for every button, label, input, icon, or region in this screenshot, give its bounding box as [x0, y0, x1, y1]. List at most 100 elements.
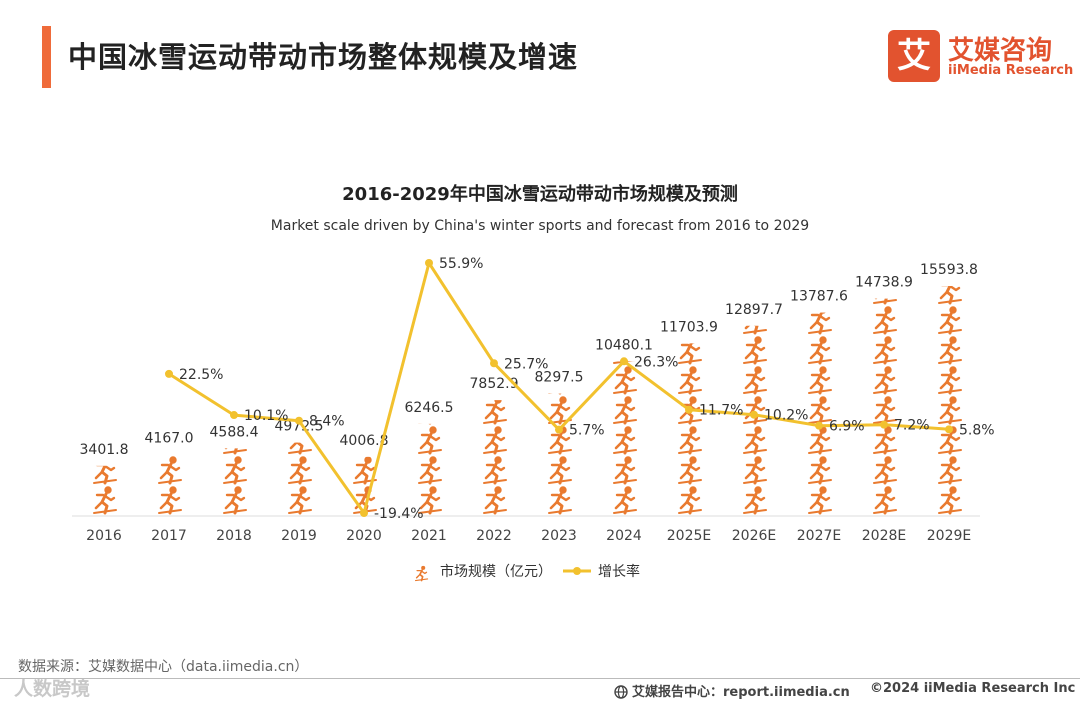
growth-label-2028E: 7.2% — [894, 418, 930, 434]
skier-icon — [612, 365, 638, 395]
growth-line-layer: 22.5%10.1% 8.4%-19.4%55.9%25.7%5.7%26.3%1… — [165, 256, 995, 522]
bar-2029E — [937, 286, 963, 515]
skier-icon — [612, 395, 638, 425]
skier-icon — [807, 335, 833, 365]
growth-point-2024 — [620, 357, 628, 366]
x-tick-2018: 2018 — [216, 528, 252, 544]
footer-report-center: 艾媒报告中心：report.iimedia.cn — [614, 681, 850, 700]
skier-icon — [612, 485, 638, 515]
skier-icon — [807, 425, 833, 455]
skier-icon — [482, 455, 508, 485]
data-source: 数据来源：艾媒数据中心（data.iimedia.cn） — [18, 659, 309, 675]
x-tick-2017: 2017 — [151, 528, 187, 544]
growth-point-2017 — [165, 369, 173, 378]
growth-label-2025E: 11.7% — [699, 403, 743, 419]
skier-icon — [677, 343, 703, 365]
skier-icon — [677, 485, 703, 515]
skier-icon — [872, 305, 898, 335]
bar-2025E — [677, 343, 703, 515]
legend-label-growth: 增长率 — [598, 563, 640, 580]
title-accent-bar — [42, 26, 51, 88]
growth-label-2024: 26.3% — [634, 354, 678, 370]
skier-icon — [937, 335, 963, 365]
bar-value-label-2021: 6246.5 — [405, 400, 454, 416]
bar-2016 — [92, 465, 118, 515]
skier-icon — [742, 395, 768, 425]
bar-value-label-2024: 10480.1 — [595, 337, 653, 353]
x-tick-2029E: 2029E — [927, 528, 971, 544]
skier-icon — [157, 485, 183, 515]
bar-value-label-2018: 4588.4 — [210, 424, 259, 440]
skier-icon — [742, 335, 768, 365]
growth-point-2018 — [230, 411, 238, 420]
footer-divider — [0, 678, 1080, 679]
brand-name-cn: 艾媒咨询 — [948, 36, 1053, 66]
growth-label-2023: 5.7% — [569, 423, 605, 439]
bar-value-label-2029E: 15593.8 — [920, 262, 978, 278]
x-tick-2020: 2020 — [346, 528, 382, 544]
bar-2027E — [807, 312, 833, 515]
skier-icon — [157, 455, 183, 485]
growth-point-2029E — [945, 425, 953, 434]
skier-icon — [742, 425, 768, 455]
skier-icon — [742, 365, 768, 395]
skier-icon — [742, 485, 768, 515]
page-title: 中国冰雪运动带动市场整体规模及增速 — [68, 40, 579, 74]
skier-icon — [807, 365, 833, 395]
growth-label-2026E: 10.2% — [764, 408, 808, 424]
skier-icon — [92, 485, 118, 515]
skier-icon — [937, 365, 963, 395]
skier-icon — [872, 395, 898, 425]
skier-icon — [742, 455, 768, 485]
watermark: 人数跨境 — [14, 678, 91, 700]
bar-value-label-2025E: 11703.9 — [660, 319, 718, 335]
skier-icon — [547, 455, 573, 485]
bar-value-label-2027E: 13787.6 — [790, 289, 848, 305]
x-tick-2028E: 2028E — [862, 528, 906, 544]
x-ticks-layer: 2016 2017 2018 2019 2020 2021 2022 2023 2024 2025… — [86, 528, 971, 544]
skier-icon — [677, 365, 703, 395]
skier-icon — [612, 425, 638, 455]
brand-logo-icon: 艾 — [888, 30, 940, 82]
growth-point-2023 — [555, 425, 563, 434]
growth-point-2019 — [295, 416, 303, 425]
x-tick-2025E: 2025E — [667, 528, 711, 544]
footer-copyright: ©2024 iiMedia Research Inc — [870, 681, 1076, 696]
bar-value-label-2026E: 12897.7 — [725, 302, 783, 318]
bar-2022 — [482, 400, 508, 515]
brand-name-en: iiMedia Research — [948, 63, 1074, 78]
bar-value-label-2022: 7852.9 — [470, 376, 519, 392]
legend-skier-icon — [414, 565, 429, 582]
skier-icon — [677, 425, 703, 455]
bar-labels-layer: 3401.8 4167.0 4588.4 4972.5 4006.8 6246.5 7852… — [80, 262, 978, 458]
growth-label-2027E: 6.9% — [829, 419, 865, 435]
growth-label-2022: 25.7% — [504, 356, 548, 372]
skier-icon — [677, 455, 703, 485]
skier-icon — [937, 305, 963, 335]
skier-icon — [482, 425, 508, 455]
skier-icon — [287, 455, 313, 485]
x-tick-2021: 2021 — [411, 528, 447, 544]
chart-title: 2016-2029年中国冰雪运动带动市场规模及预测 — [342, 183, 738, 205]
growth-label-2021: 55.9% — [439, 256, 483, 272]
bar-value-label-2017: 4167.0 — [145, 431, 194, 447]
bar-value-label-2020: 4006.8 — [340, 433, 389, 449]
bar-2023 — [547, 393, 573, 515]
x-tick-2024: 2024 — [606, 528, 642, 544]
growth-point-2020 — [360, 509, 368, 517]
growth-label-2020: -19.4% — [374, 506, 424, 522]
bar-2026E — [742, 325, 768, 515]
legend-line-dot — [573, 567, 581, 575]
skier-icon — [872, 425, 898, 455]
growth-point-2026E — [750, 410, 758, 419]
growth-point-2021 — [425, 259, 433, 267]
x-tick-2022: 2022 — [476, 528, 512, 544]
x-tick-2023: 2023 — [541, 528, 577, 544]
x-tick-2016: 2016 — [86, 528, 122, 544]
skier-icon — [937, 485, 963, 515]
skier-icon — [482, 485, 508, 515]
growth-point-2028E — [880, 420, 888, 429]
skier-icon — [417, 455, 443, 485]
skier-icon — [872, 335, 898, 365]
